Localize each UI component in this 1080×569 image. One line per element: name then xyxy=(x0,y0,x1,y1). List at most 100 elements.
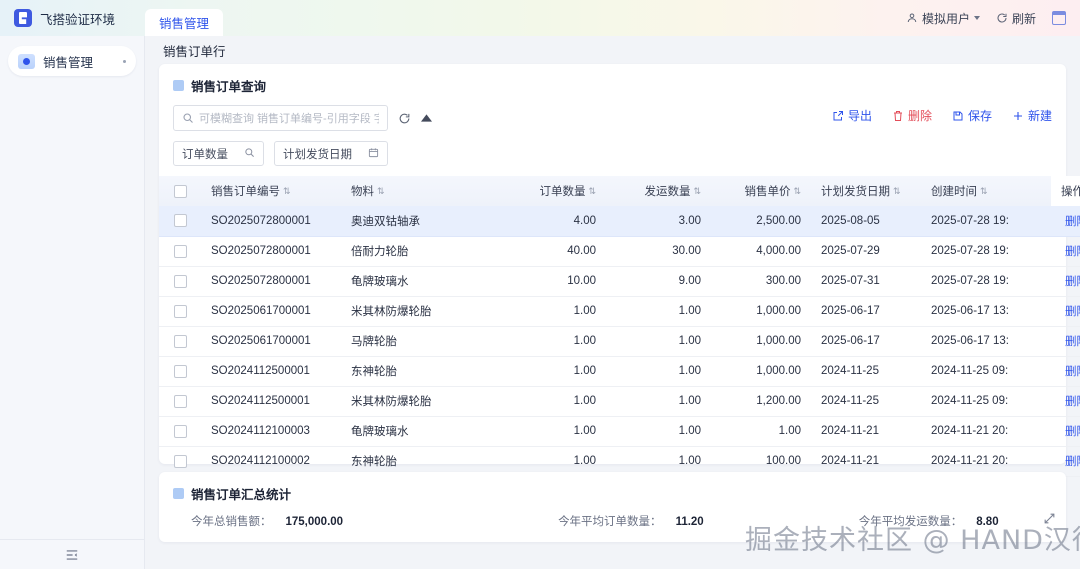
refresh-button[interactable]: 刷新 xyxy=(996,10,1036,27)
table-row[interactable]: SO2024112500001 东神轮胎 1.00 1.00 1,000.00 2024-… xyxy=(159,356,1080,387)
select-all-checkbox[interactable] xyxy=(173,184,187,198)
tab-sales-management[interactable]: 销售管理 xyxy=(145,9,224,36)
table-row[interactable]: SO2025061700001 马牌轮胎 1.00 1.00 1,000.00 2025-… xyxy=(159,326,1080,357)
sidebar-item-dot xyxy=(123,59,126,63)
summary-avg-ship-qty-value: 8.80 xyxy=(976,516,999,528)
cell-order-code: SO2025072800001 xyxy=(201,206,341,237)
summary-avg-order-qty-label: 今年平均订单数量： xyxy=(558,516,662,528)
table-header-row: 销售订单编号 ⇅ 物料 ⇅ 订单数量 ⇅ 发运数量 ⇅ xyxy=(159,176,1080,206)
row-delete-link[interactable]: 删除 xyxy=(1065,276,1080,288)
table-row[interactable]: SO2025072800001 奥迪双钴轴承 4.00 3.00 2,500.00 202… xyxy=(159,206,1080,237)
row-select-cell xyxy=(159,206,201,237)
cell-order-code: SO2025072800001 xyxy=(201,266,341,297)
cell-created-time: 2025-07-28 19: xyxy=(921,266,1051,297)
row-delete-link[interactable]: 删除 xyxy=(1065,306,1080,318)
cell-order-qty: 1.00 xyxy=(501,326,606,357)
row-checkbox[interactable] xyxy=(173,274,187,288)
user-menu[interactable]: 模拟用户 xyxy=(906,10,980,27)
query-title-label: 销售订单查询 xyxy=(191,80,267,94)
cell-operations: 删除编辑 xyxy=(1051,236,1080,267)
row-checkbox[interactable] xyxy=(173,394,187,408)
panel-toggle-icon[interactable] xyxy=(1052,11,1066,25)
row-delete-link[interactable]: 删除 xyxy=(1065,215,1080,228)
col-created-time[interactable]: 创建时间 ⇅ xyxy=(921,176,1051,206)
sales-order-query-card: 销售订单查询 可模糊查询 销售订单编号-引用字段 字段 xyxy=(159,64,1080,504)
save-button[interactable]: 保存 xyxy=(952,107,992,124)
row-checkbox[interactable] xyxy=(173,334,187,348)
sidebar-collapse-button[interactable] xyxy=(0,539,144,569)
collapse-filters-icon[interactable] xyxy=(421,109,432,127)
row-checkbox[interactable] xyxy=(173,424,187,438)
brand-name: 飞搭验证环境 xyxy=(40,12,116,27)
row-select-cell xyxy=(159,356,201,387)
cell-material: 米其林防爆轮胎 xyxy=(341,386,501,417)
orders-table-wrapper: 销售订单编号 ⇅ 物料 ⇅ 订单数量 ⇅ 发运数量 ⇅ xyxy=(159,176,1080,477)
row-checkbox[interactable] xyxy=(173,244,187,258)
sidebar-item-sales-management[interactable]: 销售管理 xyxy=(8,46,136,76)
expand-corner-icon[interactable] xyxy=(1043,512,1056,528)
new-label: 新建 xyxy=(1027,109,1052,123)
reset-query-icon[interactable] xyxy=(398,112,411,125)
app-logo-icon xyxy=(14,9,32,27)
sort-icon: ⇅ xyxy=(377,186,385,196)
col-plan-date[interactable]: 计划发货日期 ⇅ xyxy=(811,176,921,206)
row-checkbox[interactable] xyxy=(173,214,187,228)
cell-material: 米其林防爆轮胎 xyxy=(341,296,501,327)
tab-label: 销售管理 xyxy=(159,17,210,31)
row-checkbox[interactable] xyxy=(173,364,187,378)
row-delete-link[interactable]: 删除 xyxy=(1065,246,1080,258)
export-button[interactable]: 导出 xyxy=(832,107,872,124)
row-delete-link[interactable]: 删除 xyxy=(1065,366,1080,378)
col-material[interactable]: 物料 ⇅ xyxy=(341,176,501,206)
summary-avg-order-qty: 今年平均订单数量： 11.20 xyxy=(558,513,704,529)
refresh-icon xyxy=(996,12,1008,24)
table-row[interactable]: SO2025072800001 龟牌玻璃水 10.00 9.00 300.00 2025-… xyxy=(159,266,1080,297)
cell-created-time: 2025-07-28 19: xyxy=(921,206,1051,237)
table-row[interactable]: SO2025061700001 米其林防爆轮胎 1.00 1.00 1,000.00 20… xyxy=(159,296,1080,327)
row-select-cell xyxy=(159,446,201,477)
order-qty-filter-label: 订单数量 xyxy=(182,148,228,161)
cell-operations: 删除编辑 xyxy=(1051,446,1080,477)
cell-order-code: SO2025061700001 xyxy=(201,296,341,327)
refresh-label: 刷新 xyxy=(1011,11,1036,26)
cell-ship-qty: 1.00 xyxy=(606,326,711,357)
cell-material: 龟牌玻璃水 xyxy=(341,416,501,447)
cell-plan-date: 2024-11-21 xyxy=(811,416,921,447)
row-delete-link[interactable]: 删除 xyxy=(1065,396,1080,408)
cell-order-code: SO2024112500001 xyxy=(201,386,341,417)
breadcrumb-label: 销售订单行 xyxy=(163,44,226,59)
col-order-qty[interactable]: 订单数量 ⇅ xyxy=(501,176,606,206)
row-checkbox[interactable] xyxy=(173,304,187,318)
cell-order-qty: 1.00 xyxy=(501,356,606,387)
plan-ship-date-filter[interactable]: 计划发货日期 xyxy=(274,141,388,166)
export-icon xyxy=(832,110,844,122)
table-row[interactable]: SO2024112100003 龟牌玻璃水 1.00 1.00 1.00 2024-11-… xyxy=(159,416,1080,447)
sales-order-table: 销售订单编号 ⇅ 物料 ⇅ 订单数量 ⇅ 发运数量 ⇅ xyxy=(159,176,1080,477)
summary-total-sales-value: 175,000.00 xyxy=(285,516,344,528)
col-unit-price-label: 销售单价 xyxy=(744,186,791,198)
row-checkbox[interactable] xyxy=(173,454,187,468)
section-marker-icon xyxy=(173,488,184,499)
col-operations: 操作 xyxy=(1051,176,1080,206)
new-button[interactable]: 新建 xyxy=(1012,107,1052,124)
col-order-code[interactable]: 销售订单编号 ⇅ xyxy=(201,176,341,206)
row-delete-link[interactable]: 删除 xyxy=(1065,336,1080,348)
summary-avg-order-qty-value: 11.20 xyxy=(675,516,704,528)
table-row[interactable]: SO2024112500001 米其林防爆轮胎 1.00 1.00 1,200.00 20… xyxy=(159,386,1080,417)
export-label: 导出 xyxy=(847,109,872,123)
row-delete-link[interactable]: 删除 xyxy=(1065,426,1080,438)
col-ship-qty[interactable]: 发运数量 ⇅ xyxy=(606,176,711,206)
col-unit-price[interactable]: 销售单价 ⇅ xyxy=(711,176,811,206)
row-select-cell xyxy=(159,326,201,357)
col-order-code-label: 销售订单编号 xyxy=(211,186,280,198)
search-input[interactable]: 可模糊查询 销售订单编号-引用字段 字段 xyxy=(173,105,388,131)
cell-created-time: 2025-07-28 19: xyxy=(921,236,1051,267)
table-row[interactable]: SO2025072800001 倍耐力轮胎 40.00 30.00 4,000.00 20… xyxy=(159,236,1080,267)
order-qty-filter[interactable]: 订单数量 xyxy=(173,141,264,166)
delete-button[interactable]: 删除 xyxy=(892,107,932,124)
row-delete-link[interactable]: 删除 xyxy=(1065,456,1080,468)
row-select-cell xyxy=(159,386,201,417)
cell-order-qty: 10.00 xyxy=(501,266,606,297)
cell-plan-date: 2024-11-21 xyxy=(811,446,921,477)
cell-plan-date: 2025-07-31 xyxy=(811,266,921,297)
